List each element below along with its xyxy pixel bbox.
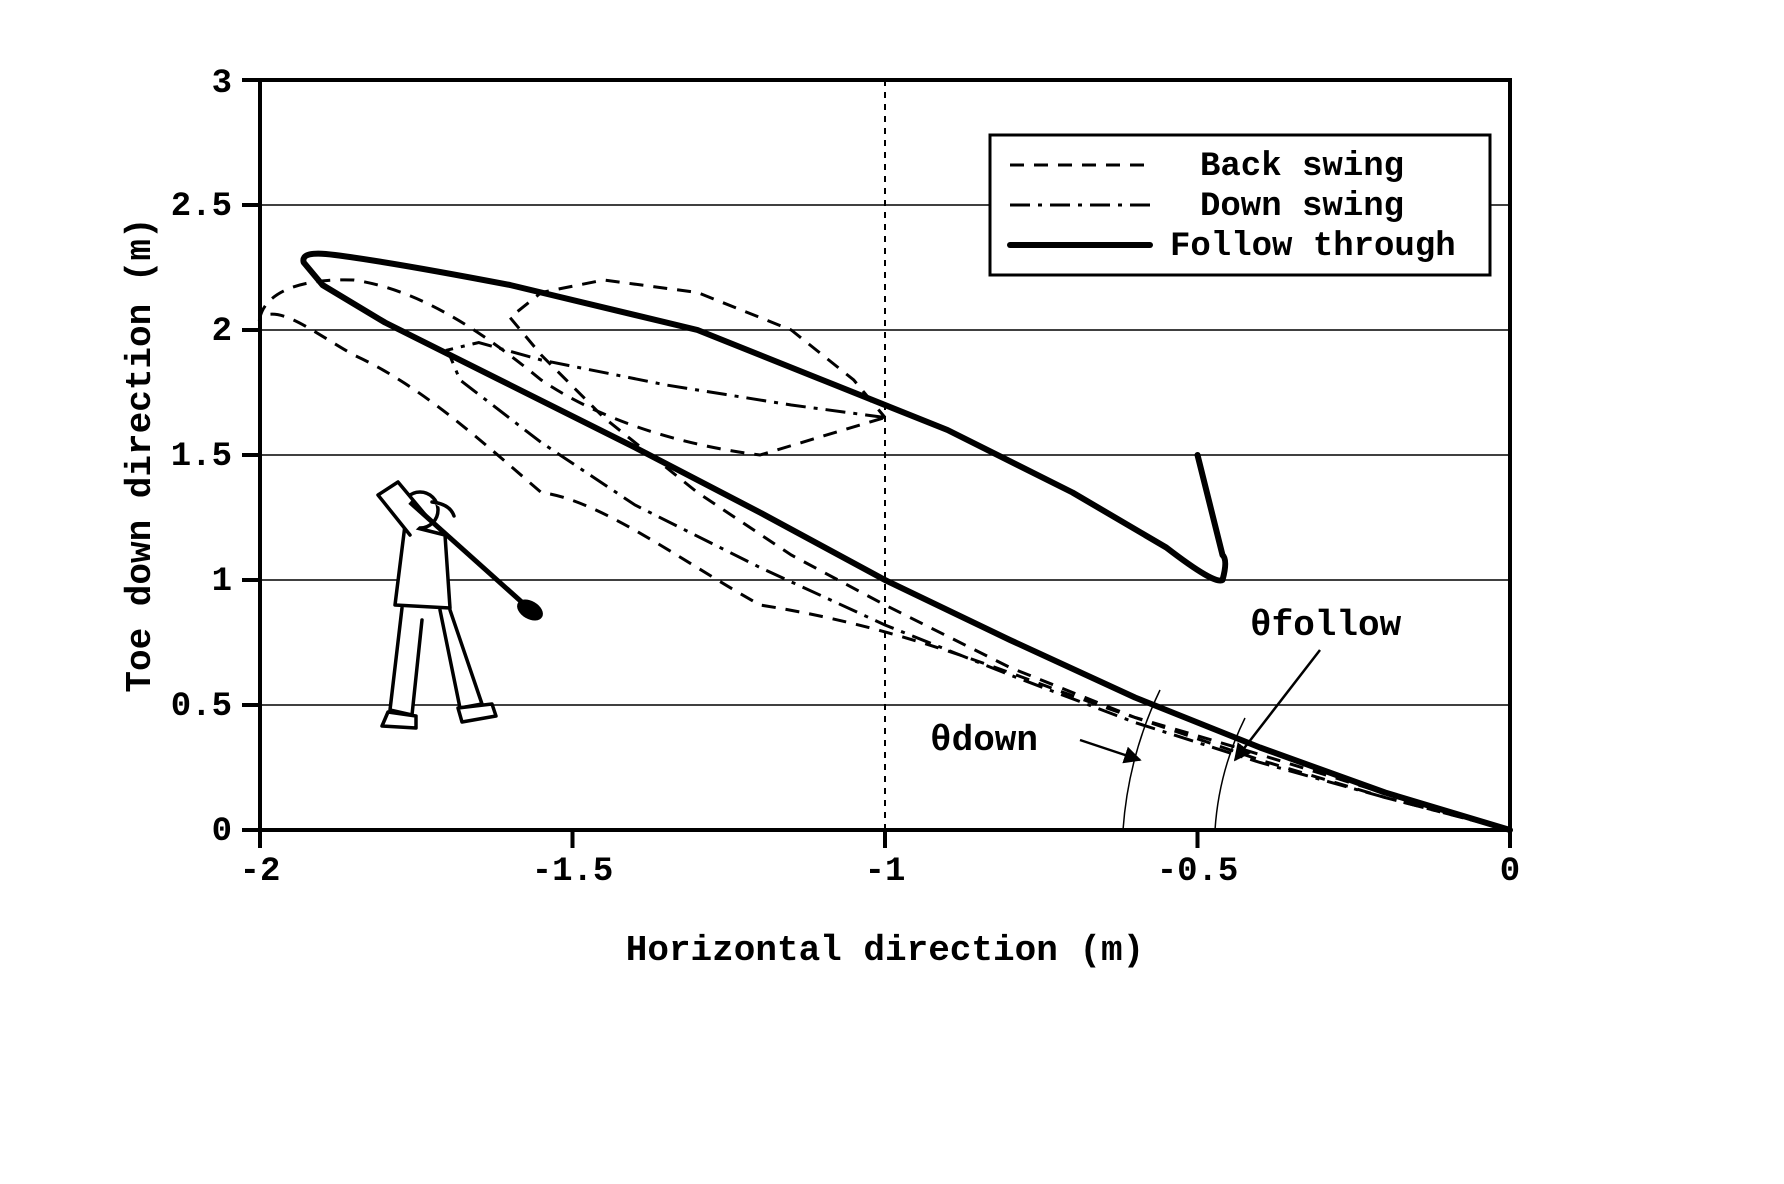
legend-label-1: Down swing	[1200, 188, 1404, 226]
series-follow-through	[303, 254, 1510, 830]
ytick-4: 2	[212, 313, 232, 351]
legend: Back swing Down swing Follow through	[990, 135, 1490, 275]
swing-chart: -2 -1.5 -1 -0.5 0 0 0.5 1 1.5 2 2.5 3 Ho…	[120, 40, 1600, 1060]
theta-down-arc	[1123, 690, 1160, 830]
ytick-6: 3	[212, 65, 232, 103]
xtick-2: -1	[865, 853, 906, 891]
x-ticks	[260, 830, 1510, 848]
ytick-2: 1	[212, 563, 232, 601]
x-tick-labels: -2 -1.5 -1 -0.5 0	[240, 853, 1521, 891]
ytick-1: 0.5	[171, 688, 232, 726]
ytick-0: 0	[212, 813, 232, 851]
golfer-icon	[378, 482, 547, 728]
theta-down-leader	[1080, 740, 1140, 760]
legend-label-0: Back swing	[1200, 148, 1404, 186]
xtick-3: -0.5	[1157, 853, 1239, 891]
theta-follow-label: θfollow	[1250, 605, 1402, 646]
xtick-4: 0	[1500, 853, 1520, 891]
legend-label-2: Follow through	[1170, 228, 1456, 266]
y-axis-label: Toe down direction (m)	[120, 217, 161, 692]
chart-svg: -2 -1.5 -1 -0.5 0 0 0.5 1 1.5 2 2.5 3 Ho…	[120, 40, 1600, 1060]
xtick-0: -2	[240, 853, 281, 891]
theta-down-label: θdown	[930, 720, 1038, 761]
y-ticks	[242, 80, 260, 830]
ytick-5: 2.5	[171, 188, 232, 226]
x-axis-label: Horizontal direction (m)	[626, 930, 1144, 971]
xtick-1: -1.5	[532, 853, 614, 891]
ytick-3: 1.5	[171, 438, 232, 476]
y-tick-labels: 0 0.5 1 1.5 2 2.5 3	[171, 65, 232, 851]
